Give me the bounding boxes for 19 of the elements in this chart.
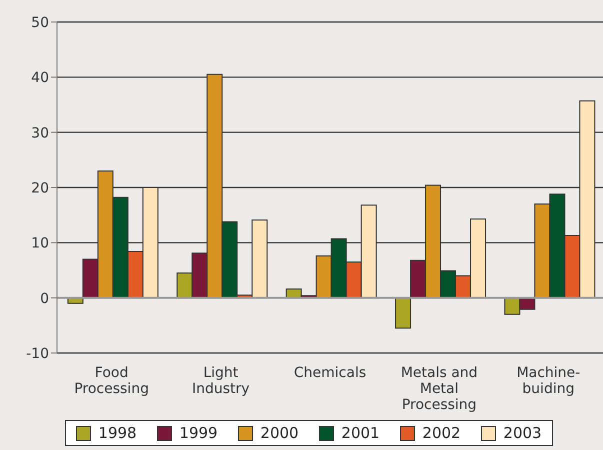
x-tick-label: Metals and Metal Processing [400, 365, 478, 413]
legend-label: 1998 [97, 424, 137, 442]
y-tick-label: 30 [31, 125, 49, 142]
legend-label: 2003 [502, 424, 542, 442]
x-tick-label: Machine-buiding [516, 365, 580, 397]
legend-label: 2001 [340, 424, 380, 442]
legend-label: 1999 [178, 424, 218, 442]
y-tick-label: 20 [31, 180, 49, 196]
x-tick-label: Light Industry [192, 365, 250, 397]
y-tick-label: -10 [26, 346, 49, 362]
bar [395, 297, 412, 329]
y-tick-label: 10 [31, 236, 49, 252]
x-tick-label: Chemicals [294, 365, 366, 381]
y-tick-label: 40 [31, 70, 49, 86]
y-tick-label: 0 [40, 290, 49, 307]
x-tick-label: Food Processing [74, 365, 149, 397]
y-tick-label: 50 [31, 14, 49, 31]
legend-label: 2000 [259, 424, 299, 442]
legend-label: 2002 [421, 424, 461, 442]
